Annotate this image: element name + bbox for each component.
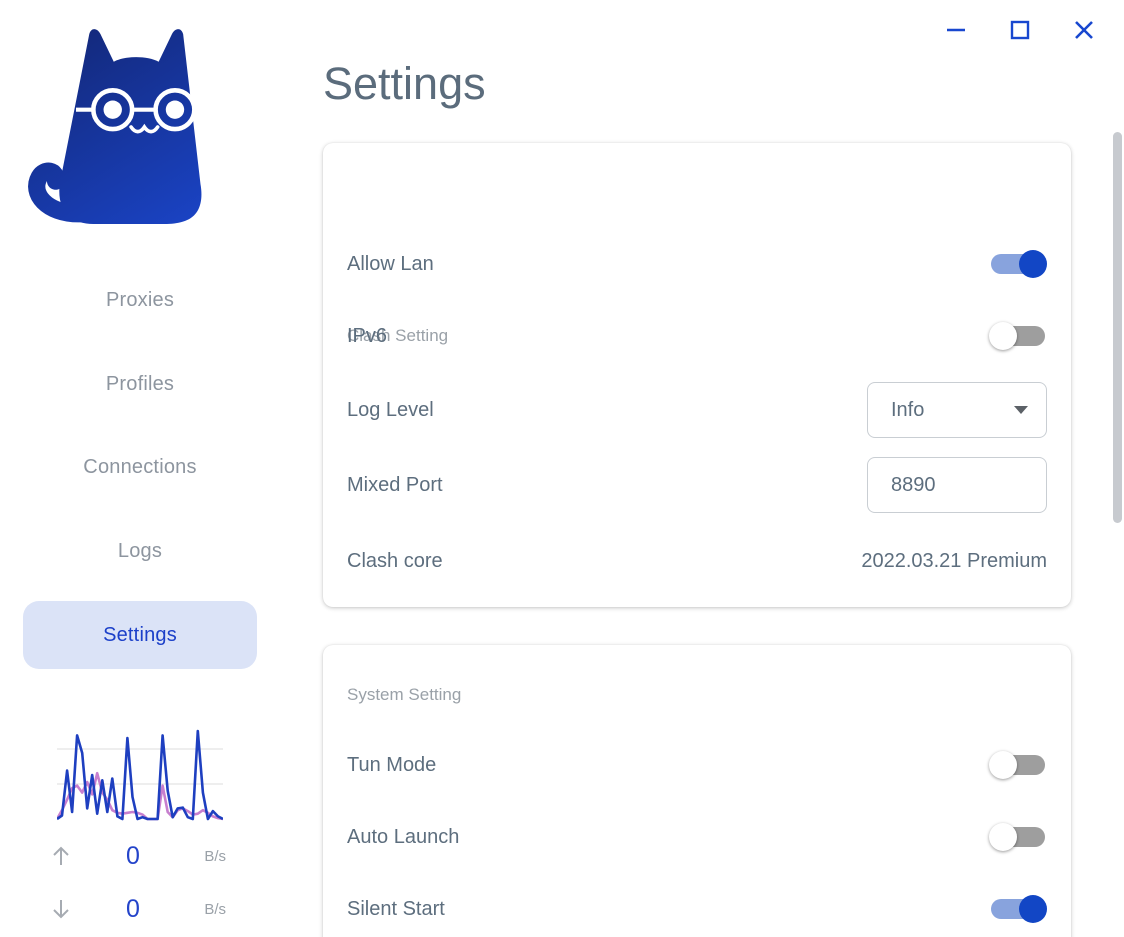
log-level-select[interactable]: Info — [867, 382, 1047, 438]
chevron-down-icon — [1014, 406, 1028, 414]
clash-setting-card: Clash Setting Allow Lan IPv6 Log Level I… — [323, 143, 1071, 607]
log-level-selected-value: Info — [891, 398, 925, 421]
row-clash-core: Clash core 2022.03.21 Premium — [347, 533, 1047, 589]
toggle-thumb — [1019, 250, 1047, 278]
sidebar-item-settings[interactable]: Settings — [23, 601, 257, 669]
sidebar-item-label: Logs — [117, 539, 163, 562]
sidebar-item-profiles[interactable]: Profiles — [23, 350, 257, 418]
close-icon — [1075, 21, 1093, 39]
toggle-thumb — [989, 322, 1017, 350]
row-label: Auto Launch — [347, 825, 460, 848]
download-stat-row: 0 B/s — [50, 892, 226, 926]
section-label: Clash Setting — [347, 326, 449, 345]
minimize-button[interactable] — [942, 14, 970, 46]
clash-core-version: 2022.03.21 Premium — [861, 549, 1047, 572]
sidebar-item-label: Proxies — [105, 288, 175, 311]
row-label: Log Level — [347, 398, 434, 421]
maximize-button[interactable] — [1006, 14, 1034, 46]
allow-lan-toggle[interactable] — [989, 250, 1047, 278]
tun-mode-toggle[interactable] — [989, 751, 1047, 779]
section-label: System Setting — [347, 685, 462, 704]
upload-stat-row: 0 B/s — [50, 839, 226, 873]
window-controls — [942, 14, 1098, 46]
mixed-port-input[interactable] — [867, 457, 1047, 513]
row-label: Silent Start — [347, 897, 445, 920]
upload-speed-value: 0 — [126, 841, 140, 870]
toggle-thumb — [989, 823, 1017, 851]
traffic-chart — [57, 729, 223, 821]
row-allow-lan: Allow Lan — [347, 236, 1047, 292]
close-button[interactable] — [1070, 14, 1098, 46]
sidebar-item-label: Connections — [83, 455, 197, 478]
upload-speed-unit: B/s — [204, 847, 226, 865]
auto-launch-toggle[interactable] — [989, 823, 1047, 851]
download-speed-value: 0 — [126, 894, 140, 923]
maximize-icon — [1010, 20, 1030, 40]
row-label: Clash core — [347, 549, 443, 572]
arrow-down-icon — [50, 897, 76, 921]
row-label: Tun Mode — [347, 753, 437, 776]
row-ipv6: IPv6 — [347, 308, 1047, 364]
row-mixed-port: Mixed Port — [347, 457, 1047, 513]
row-tun-mode: Tun Mode — [347, 737, 1047, 793]
sidebar-item-logs[interactable]: Logs — [23, 517, 257, 585]
toggle-thumb — [1019, 895, 1047, 923]
sidebar-item-label: Settings — [103, 623, 177, 646]
sidebar-item-label: Profiles — [105, 372, 175, 395]
row-label: Mixed Port — [347, 473, 443, 496]
download-speed-unit: B/s — [204, 900, 226, 918]
page-title: Settings — [323, 58, 486, 109]
sidebar: Proxies Profiles Connections Logs Settin… — [0, 0, 290, 937]
minimize-icon — [947, 28, 965, 32]
silent-start-toggle[interactable] — [989, 895, 1047, 923]
download-line — [57, 729, 223, 821]
sidebar-item-connections[interactable]: Connections — [23, 433, 257, 501]
toggle-thumb — [989, 751, 1017, 779]
row-log-level: Log Level Info — [347, 382, 1047, 438]
row-silent-start: Silent Start — [347, 881, 1047, 937]
system-setting-card: System Setting Tun Mode Auto Launch Sile… — [323, 645, 1071, 937]
sidebar-item-proxies[interactable]: Proxies — [23, 266, 257, 334]
upload-line — [57, 771, 223, 821]
row-label: IPv6 — [347, 324, 388, 347]
arrow-up-icon — [50, 844, 76, 868]
ipv6-toggle[interactable] — [989, 322, 1047, 350]
row-auto-launch: Auto Launch — [347, 809, 1047, 865]
vertical-scrollbar-thumb[interactable] — [1113, 132, 1122, 523]
clash-cat-logo-icon — [28, 29, 202, 224]
row-label: Allow Lan — [347, 252, 434, 275]
